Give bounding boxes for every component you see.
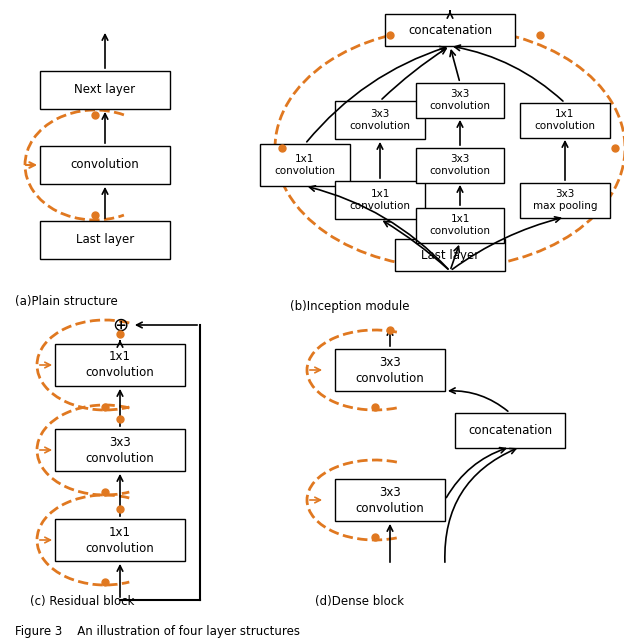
Text: 3x3
convolution: 3x3 convolution [429, 89, 490, 111]
Text: concatenation: concatenation [408, 24, 492, 37]
FancyBboxPatch shape [55, 344, 185, 386]
Text: Last layer: Last layer [421, 248, 479, 261]
Text: 1x1
convolution: 1x1 convolution [85, 526, 154, 555]
Text: Last layer: Last layer [76, 234, 134, 247]
Text: 3x3
max pooling: 3x3 max pooling [533, 189, 597, 211]
Text: (c) Residual block: (c) Residual block [30, 595, 134, 608]
FancyBboxPatch shape [335, 479, 445, 521]
Text: Next layer: Next layer [74, 83, 135, 96]
Text: 3x3
convolution: 3x3 convolution [356, 356, 424, 385]
FancyBboxPatch shape [335, 349, 445, 391]
FancyBboxPatch shape [335, 101, 425, 139]
Text: 1x1
convolution: 1x1 convolution [429, 214, 490, 236]
FancyBboxPatch shape [520, 103, 610, 137]
Text: 1x1
convolution: 1x1 convolution [349, 189, 411, 211]
Text: convolution: convolution [71, 159, 139, 171]
FancyBboxPatch shape [520, 182, 610, 218]
Text: (a)Plain structure: (a)Plain structure [15, 295, 118, 308]
Text: 1x1
convolution: 1x1 convolution [275, 154, 336, 176]
FancyBboxPatch shape [40, 221, 170, 259]
Text: (d)Dense block: (d)Dense block [315, 595, 404, 608]
FancyBboxPatch shape [335, 181, 425, 219]
Text: 1x1
convolution: 1x1 convolution [535, 108, 595, 131]
FancyBboxPatch shape [416, 148, 504, 182]
Text: Figure 3    An illustration of four layer structures: Figure 3 An illustration of four layer s… [15, 625, 300, 638]
Text: 3x3
convolution: 3x3 convolution [349, 108, 411, 131]
Text: 3x3
convolution: 3x3 convolution [356, 485, 424, 514]
Text: $\oplus$: $\oplus$ [112, 315, 129, 334]
FancyBboxPatch shape [260, 144, 350, 186]
FancyBboxPatch shape [395, 239, 505, 271]
FancyBboxPatch shape [385, 14, 515, 46]
Text: concatenation: concatenation [468, 424, 552, 437]
Text: (b)Inception module: (b)Inception module [290, 300, 409, 313]
FancyBboxPatch shape [40, 146, 170, 184]
FancyBboxPatch shape [55, 429, 185, 471]
FancyBboxPatch shape [55, 519, 185, 561]
Text: 3x3
convolution: 3x3 convolution [429, 154, 490, 176]
FancyBboxPatch shape [416, 83, 504, 117]
FancyBboxPatch shape [455, 413, 565, 447]
Text: 3x3
convolution: 3x3 convolution [85, 435, 154, 465]
FancyBboxPatch shape [40, 71, 170, 109]
FancyBboxPatch shape [416, 207, 504, 243]
Text: 1x1
convolution: 1x1 convolution [85, 351, 154, 379]
